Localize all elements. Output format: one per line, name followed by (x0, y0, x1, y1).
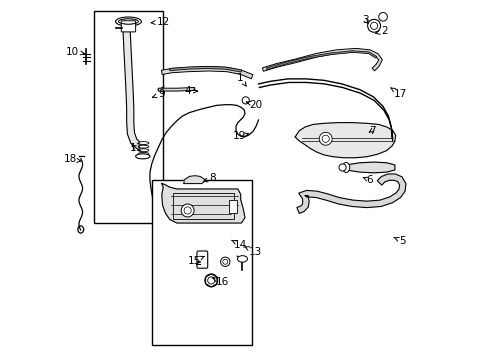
Text: 1: 1 (237, 73, 246, 86)
Text: 5: 5 (394, 236, 406, 246)
Circle shape (379, 13, 388, 21)
Text: 12: 12 (151, 17, 171, 27)
Circle shape (184, 207, 191, 214)
Text: 13: 13 (245, 247, 262, 257)
Ellipse shape (116, 17, 141, 26)
Polygon shape (263, 48, 382, 71)
Polygon shape (295, 123, 395, 158)
Ellipse shape (138, 149, 149, 152)
Polygon shape (170, 66, 242, 72)
Ellipse shape (138, 141, 149, 144)
Circle shape (208, 277, 215, 284)
Text: 6: 6 (363, 175, 373, 185)
Circle shape (339, 164, 346, 171)
Polygon shape (346, 162, 395, 173)
FancyBboxPatch shape (197, 251, 208, 268)
FancyBboxPatch shape (122, 21, 136, 32)
Text: 20: 20 (246, 100, 263, 110)
Ellipse shape (343, 162, 350, 172)
Ellipse shape (138, 152, 149, 155)
Text: 15: 15 (188, 256, 204, 266)
Circle shape (220, 257, 230, 266)
Circle shape (223, 259, 228, 264)
Ellipse shape (238, 256, 247, 262)
Polygon shape (266, 51, 377, 70)
Text: 10: 10 (66, 46, 85, 57)
Text: 3: 3 (362, 15, 368, 26)
Text: 2: 2 (375, 26, 388, 36)
Bar (95, 12, 163, 223)
Text: 7: 7 (368, 126, 375, 135)
Bar (152, 180, 252, 345)
Bar (229, 201, 237, 213)
Ellipse shape (136, 154, 150, 159)
Circle shape (368, 19, 381, 32)
Text: 11: 11 (129, 143, 143, 153)
Circle shape (322, 135, 329, 142)
Polygon shape (158, 87, 195, 91)
Polygon shape (297, 174, 406, 213)
Text: 14: 14 (231, 239, 247, 249)
Circle shape (181, 204, 194, 217)
Text: 8: 8 (203, 173, 216, 183)
Polygon shape (162, 184, 245, 223)
Circle shape (319, 132, 332, 145)
Polygon shape (161, 67, 253, 79)
Circle shape (205, 274, 218, 287)
Ellipse shape (138, 145, 149, 148)
Text: 18: 18 (64, 154, 81, 164)
Text: 16: 16 (213, 277, 229, 287)
Text: 9: 9 (152, 89, 165, 99)
Text: 17: 17 (391, 88, 407, 99)
Circle shape (242, 97, 249, 104)
Text: 4: 4 (185, 86, 197, 96)
Polygon shape (123, 31, 145, 151)
Text: 19: 19 (232, 131, 248, 141)
Circle shape (370, 22, 378, 30)
Polygon shape (184, 176, 205, 184)
